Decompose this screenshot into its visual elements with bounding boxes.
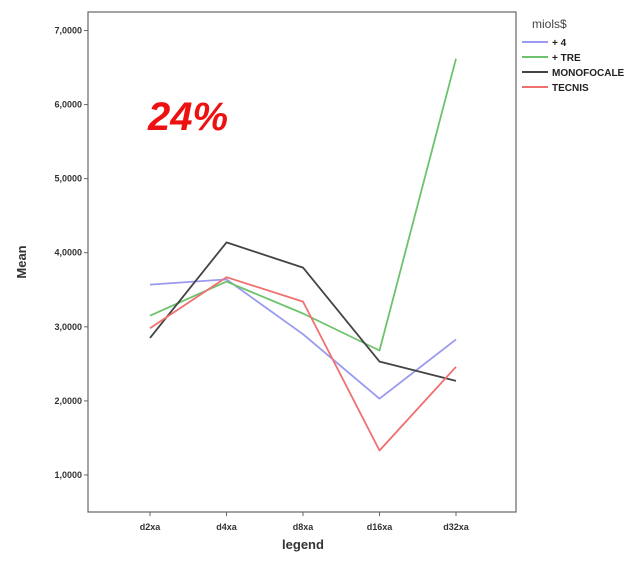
y-tick-label: 5,0000 <box>54 174 82 184</box>
x-tick-label: d16xa <box>367 522 394 532</box>
series-line-1 <box>149 58 457 352</box>
legend-label: + 4 <box>552 38 567 49</box>
legend-label: TECNIS <box>552 83 589 94</box>
legend-label: + TRE <box>552 53 581 64</box>
y-tick-label: 1,0000 <box>54 470 82 480</box>
y-axis: 1,0000 2,0000 3,0000 4,0000 5,0000 6,0000 7,00… <box>54 26 88 480</box>
y-tick-label: 4,0000 <box>54 248 82 258</box>
percent-annotation: 24% <box>147 95 228 139</box>
y-tick-label: 2,0000 <box>54 396 82 406</box>
x-tick-label: d4xa <box>216 522 238 532</box>
series-line-2 <box>149 241 457 382</box>
y-axis-title: Mean <box>14 245 29 278</box>
legend-title: miols$ <box>532 17 567 31</box>
series-line-0 <box>149 278 457 400</box>
legend: + 4 + TRE MONOFOCALE TECNIS <box>522 38 625 94</box>
x-axis-title: legend <box>282 537 324 552</box>
legend-label: MONOFOCALE <box>552 68 625 79</box>
x-tick-label: d8xa <box>293 522 315 532</box>
y-tick-label: 3,0000 <box>54 322 82 332</box>
x-tick-label: d32xa <box>443 522 470 532</box>
plot-frame <box>87 11 517 513</box>
y-tick-label: 6,0000 <box>54 100 82 110</box>
series-lines <box>149 58 457 452</box>
x-axis: d2xa d4xa d8xa d16xa d32xa <box>140 512 470 532</box>
y-tick-label: 7,0000 <box>54 26 82 36</box>
series-line-3 <box>149 276 457 452</box>
x-tick-label: d2xa <box>140 522 162 532</box>
